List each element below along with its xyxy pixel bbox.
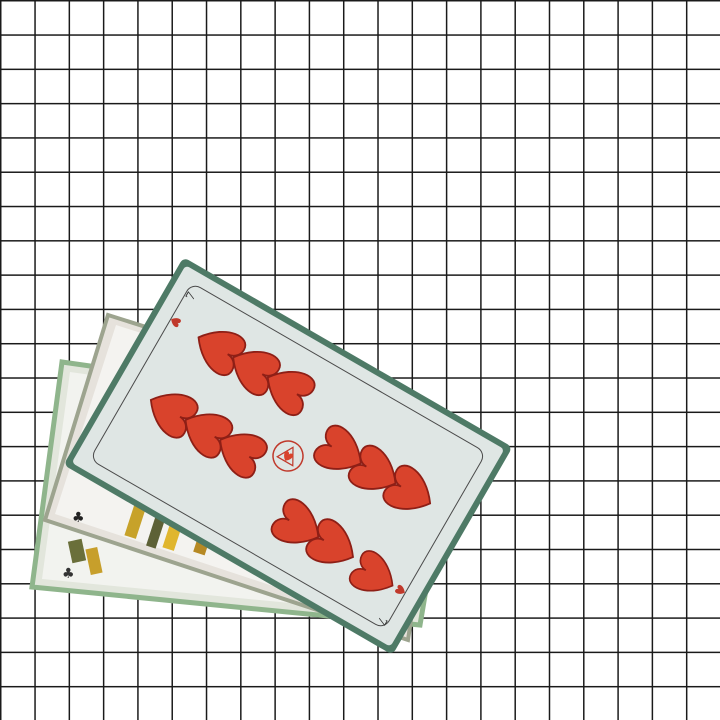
top-card: 7 7 [65,259,511,653]
top-card-emblem [272,440,304,472]
bottom-card-court-art: ♣ [62,538,103,582]
bottom-card-corner-mark: ♣ [62,566,75,582]
middle-card-corner-mark: ♣ [72,510,85,526]
